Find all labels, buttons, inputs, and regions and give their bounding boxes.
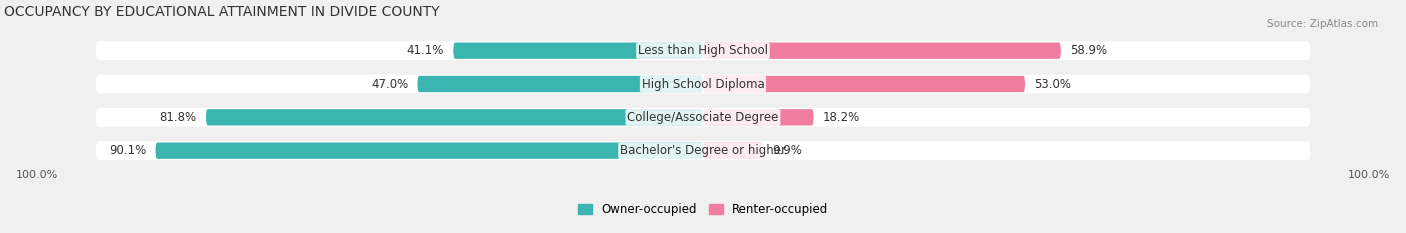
FancyBboxPatch shape: [205, 109, 703, 126]
Text: Less than High School: Less than High School: [638, 44, 768, 57]
Text: OCCUPANCY BY EDUCATIONAL ATTAINMENT IN DIVIDE COUNTY: OCCUPANCY BY EDUCATIONAL ATTAINMENT IN D…: [4, 5, 440, 19]
Text: Source: ZipAtlas.com: Source: ZipAtlas.com: [1267, 19, 1378, 29]
Text: 100.0%: 100.0%: [17, 170, 59, 180]
FancyBboxPatch shape: [703, 143, 763, 159]
Text: 47.0%: 47.0%: [371, 78, 408, 90]
Text: 90.1%: 90.1%: [110, 144, 146, 157]
Text: College/Associate Degree: College/Associate Degree: [627, 111, 779, 124]
Text: 81.8%: 81.8%: [160, 111, 197, 124]
Text: 18.2%: 18.2%: [823, 111, 860, 124]
FancyBboxPatch shape: [96, 41, 1310, 60]
FancyBboxPatch shape: [703, 42, 1062, 59]
Text: 9.9%: 9.9%: [772, 144, 803, 157]
Text: 53.0%: 53.0%: [1035, 78, 1071, 90]
FancyBboxPatch shape: [96, 108, 1310, 127]
FancyBboxPatch shape: [703, 76, 1025, 92]
Text: 58.9%: 58.9%: [1070, 44, 1107, 57]
FancyBboxPatch shape: [703, 109, 814, 126]
Text: High School Diploma: High School Diploma: [641, 78, 765, 90]
FancyBboxPatch shape: [156, 143, 703, 159]
Text: Bachelor's Degree or higher: Bachelor's Degree or higher: [620, 144, 786, 157]
FancyBboxPatch shape: [453, 42, 703, 59]
FancyBboxPatch shape: [418, 76, 703, 92]
Text: 41.1%: 41.1%: [406, 44, 444, 57]
Text: 100.0%: 100.0%: [1347, 170, 1389, 180]
FancyBboxPatch shape: [96, 141, 1310, 160]
FancyBboxPatch shape: [96, 75, 1310, 93]
Legend: Owner-occupied, Renter-occupied: Owner-occupied, Renter-occupied: [572, 198, 834, 220]
